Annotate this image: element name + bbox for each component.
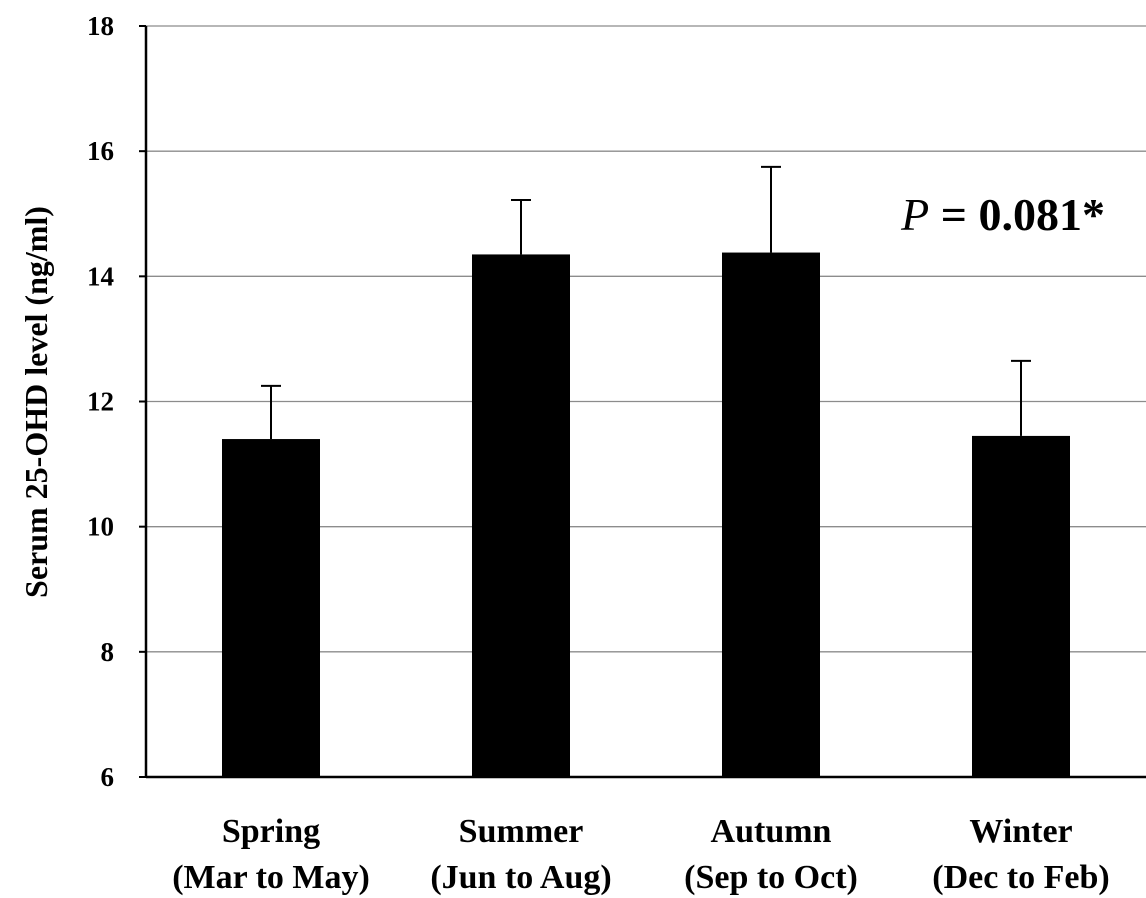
x-category-label: Winter (Dec to Feb) bbox=[932, 813, 1109, 896]
bars bbox=[222, 252, 1070, 778]
y-tick-label: 8 bbox=[101, 637, 115, 667]
p-symbol: P bbox=[900, 189, 929, 240]
season-months: (Mar to May) bbox=[172, 859, 370, 896]
x-category-labels: Spring (Mar to May) Summer (Jun to Aug) Autu… bbox=[172, 813, 1110, 896]
y-tick-label: 10 bbox=[87, 512, 114, 542]
y-tick-labels: 6 8 10 12 14 16 18 bbox=[87, 11, 114, 792]
y-tick-label: 18 bbox=[87, 11, 114, 41]
p-value-annotation: P = 0.081* bbox=[900, 189, 1105, 240]
y-tick-label: 16 bbox=[87, 136, 114, 166]
season-name: Autumn bbox=[711, 813, 832, 850]
y-tick-label: 14 bbox=[87, 261, 114, 291]
season-name: Winter bbox=[969, 813, 1072, 850]
x-category-label: Summer (Jun to Aug) bbox=[430, 813, 611, 896]
bar bbox=[472, 254, 570, 777]
y-axis-title: Serum 25-OHD level (ng/ml) bbox=[18, 206, 54, 598]
season-name: Spring bbox=[222, 813, 320, 850]
season-name: Summer bbox=[459, 813, 584, 850]
x-category-label: Spring (Mar to May) bbox=[172, 813, 370, 896]
axes bbox=[139, 25, 1146, 779]
season-months: (Sep to Oct) bbox=[684, 859, 858, 896]
error-bars bbox=[261, 165, 1031, 440]
season-months: (Dec to Feb) bbox=[932, 859, 1109, 896]
bar bbox=[722, 252, 820, 778]
season-months: (Jun to Aug) bbox=[430, 859, 611, 896]
y-tick-label: 6 bbox=[101, 762, 115, 792]
bar bbox=[972, 435, 1070, 777]
x-category-label: Autumn (Sep to Oct) bbox=[684, 813, 858, 896]
bar bbox=[222, 439, 320, 777]
p-value: = 0.081* bbox=[929, 189, 1105, 240]
y-tick-label: 12 bbox=[87, 387, 114, 417]
